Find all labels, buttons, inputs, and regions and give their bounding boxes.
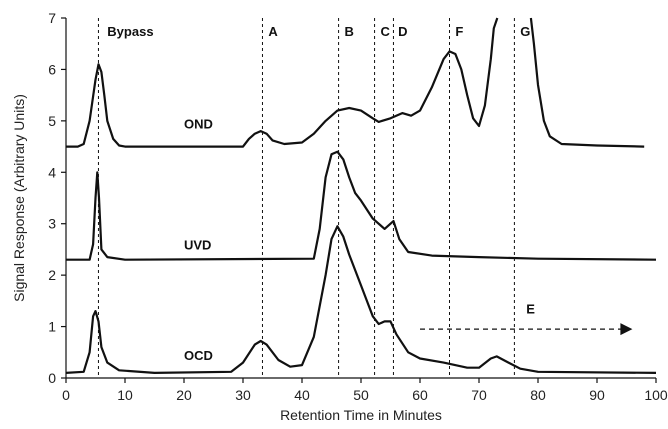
x-tick-label: 20	[176, 387, 192, 403]
y-axis-label: Signal Response (Arbitrary Units)	[11, 94, 27, 302]
y-tick-label: 0	[48, 370, 56, 386]
x-tick-label: 60	[412, 387, 428, 403]
marker-label-g: G	[520, 24, 530, 39]
series-label-ond: OND	[184, 117, 213, 132]
marker-label-bypass: Bypass	[107, 24, 153, 39]
x-tick-label: 40	[294, 387, 310, 403]
plot-area: 0 10 20 30 40 50 60 70 80 90 100 0 1 2 3 4 5 6 7 Bypass A B C D…	[48, 10, 668, 403]
y-tick-label: 7	[48, 10, 56, 26]
series-ocd-line	[65, 225, 657, 374]
x-tick-label: 0	[62, 387, 70, 403]
marker-label-a: A	[268, 24, 278, 39]
series-uvd-line	[66, 150, 657, 261]
y-tick-label: 3	[48, 216, 56, 232]
annotation-e-arrow-head	[620, 323, 633, 336]
y-tick-label: 5	[48, 113, 56, 129]
y-tick-label: 6	[48, 61, 56, 77]
x-axis-label: Retention Time in Minutes	[280, 407, 442, 423]
x-tick-label: 100	[644, 387, 668, 403]
marker-label-d: D	[398, 24, 407, 39]
x-tick-label: 30	[235, 387, 251, 403]
y-tick-label: 2	[48, 267, 56, 283]
series-label-uvd: UVD	[184, 237, 211, 252]
marker-label-b: B	[344, 24, 353, 39]
x-tick-label: 10	[117, 387, 133, 403]
x-tick-label: 50	[353, 387, 369, 403]
series-ond-line	[66, 17, 499, 148]
marker-label-f: F	[455, 24, 463, 39]
y-tick-label: 4	[48, 164, 56, 180]
y-tick-label: 1	[48, 319, 56, 335]
series-label-ocd: OCD	[184, 348, 213, 363]
x-tick-label: 70	[471, 387, 487, 403]
annotation-e-label: E	[526, 302, 535, 317]
series-ond-line	[529, 17, 645, 148]
x-tick-label: 90	[589, 387, 605, 403]
marker-label-c: C	[380, 24, 390, 39]
x-tick-label: 80	[530, 387, 546, 403]
